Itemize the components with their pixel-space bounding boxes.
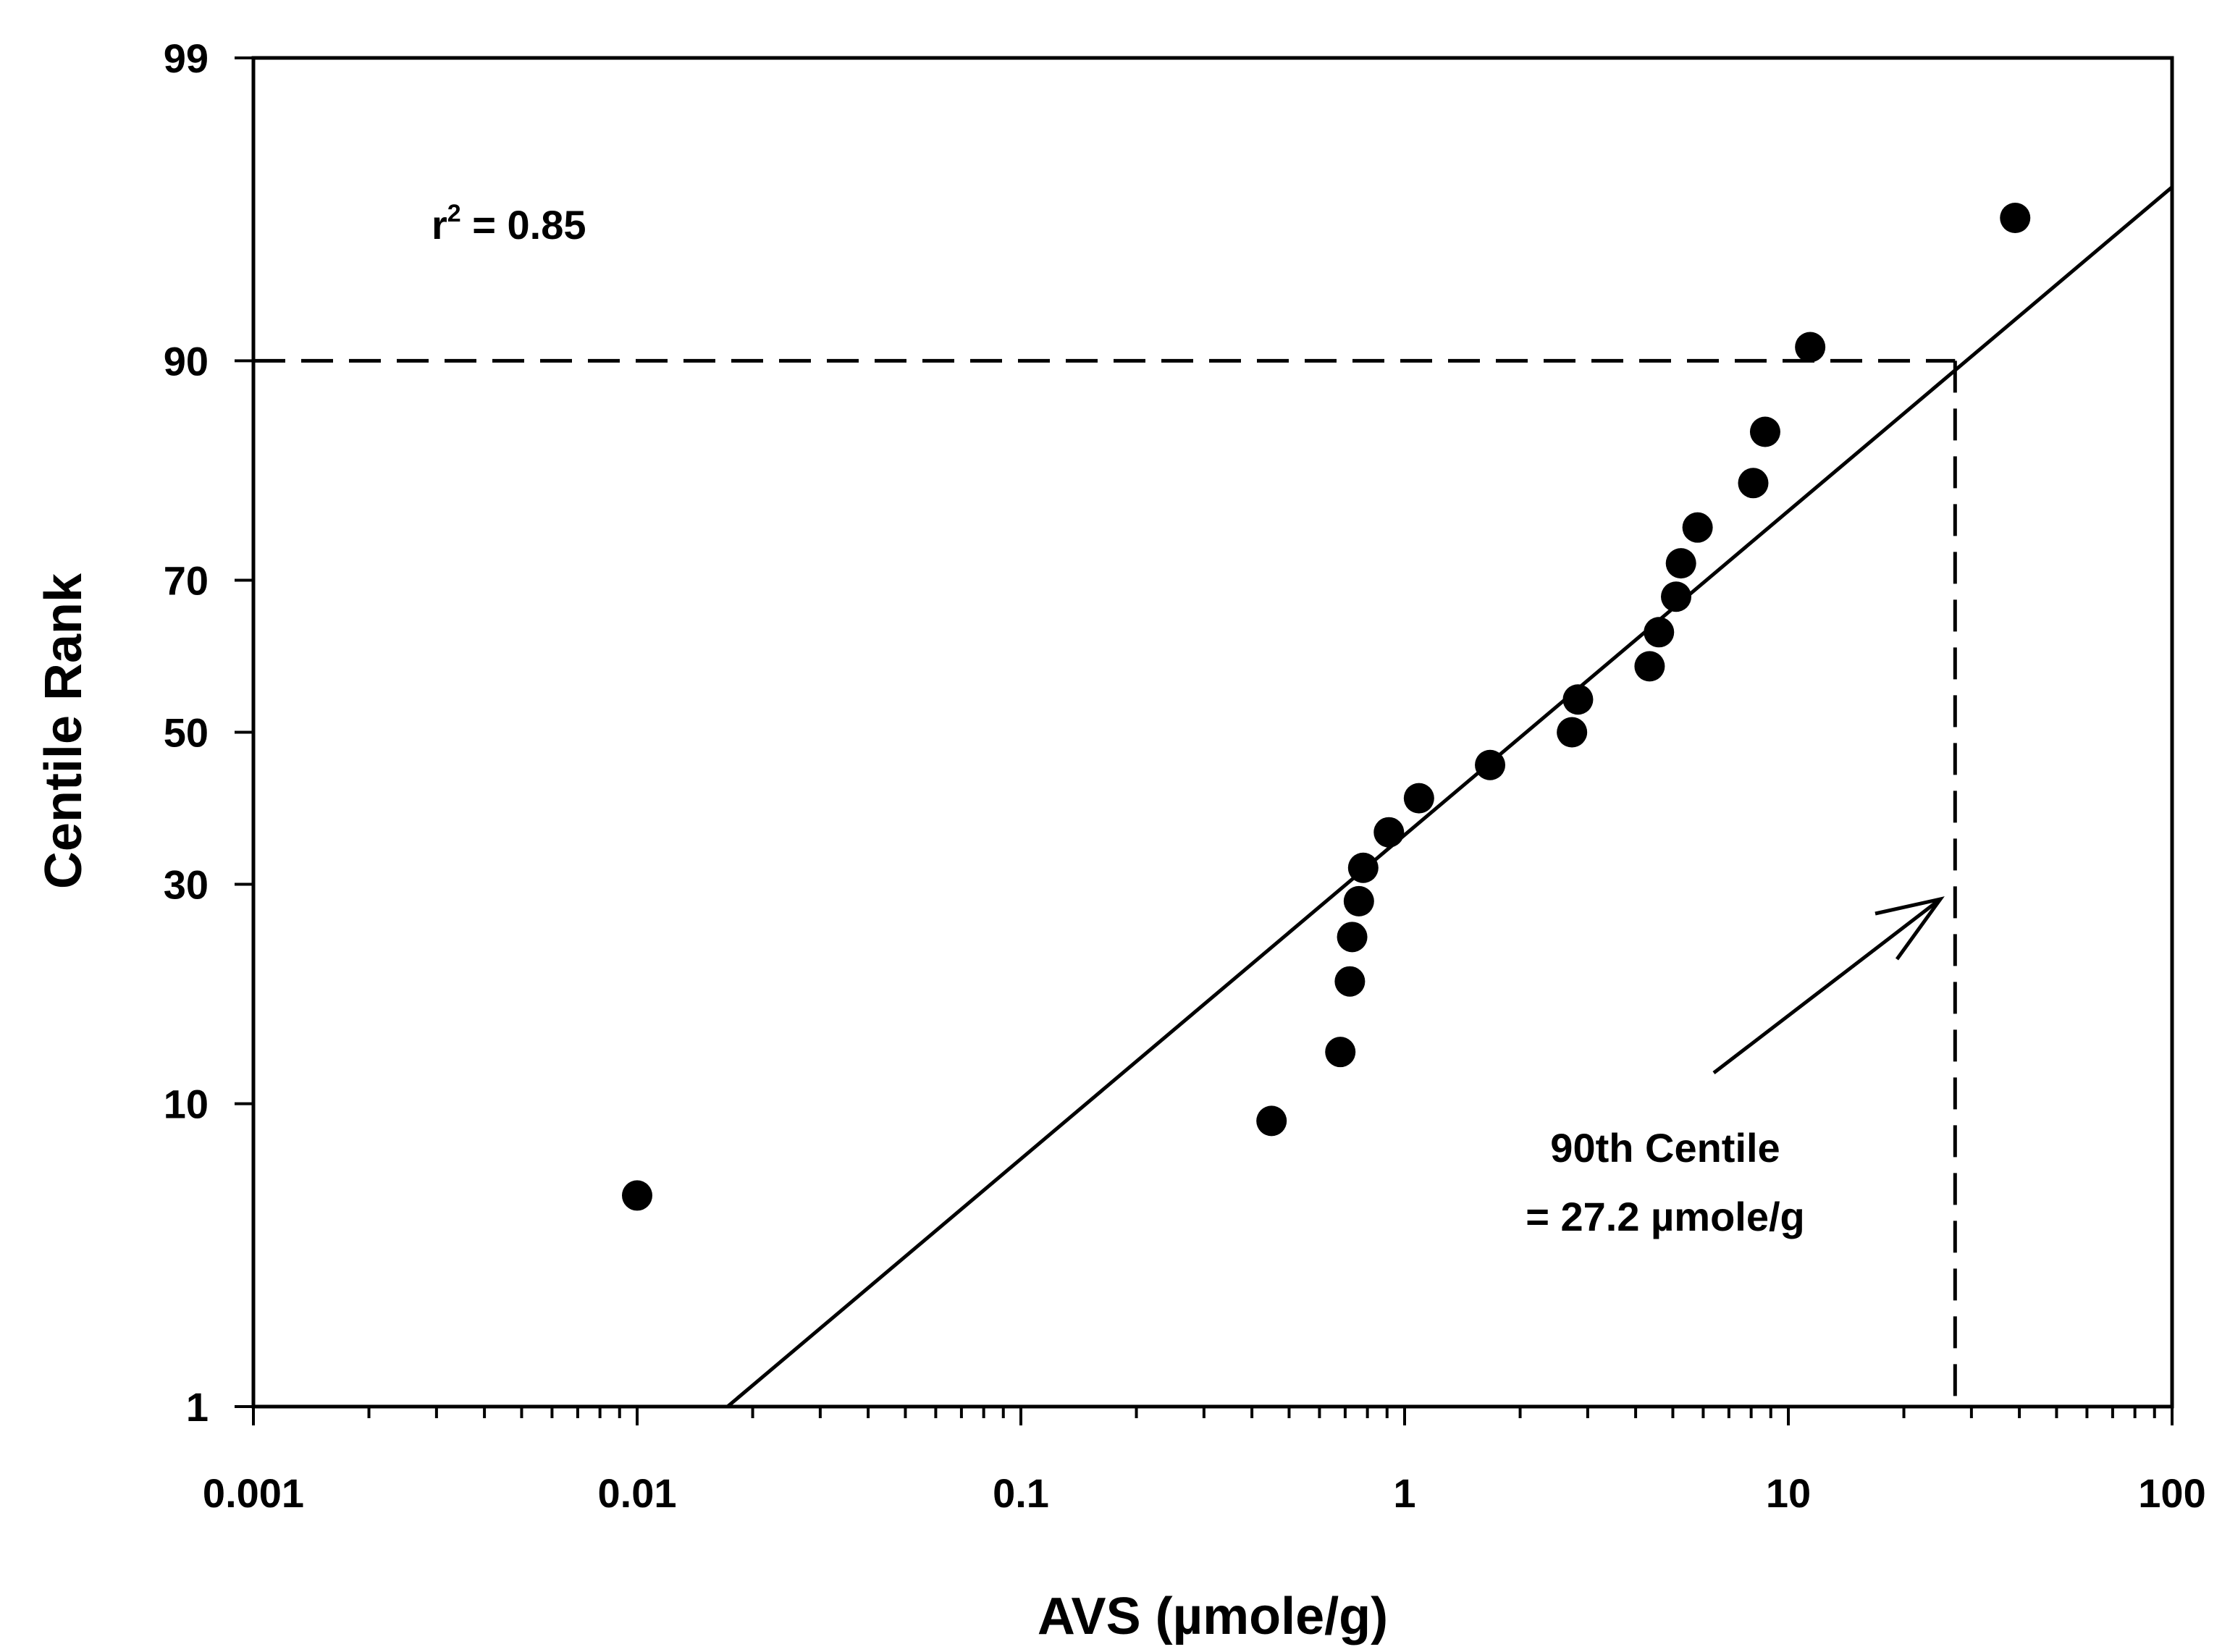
data-point	[1738, 468, 1769, 499]
plot-frame	[251, 56, 2174, 1409]
x-axis-ticks	[252, 1407, 2174, 1425]
data-point	[1347, 852, 1379, 883]
y-tick-label: 1	[186, 1384, 209, 1430]
regression-line	[726, 185, 2174, 1408]
x-tick-label: 0.01	[598, 1470, 677, 1516]
data-point	[1795, 332, 1826, 363]
data-point	[1634, 651, 1665, 682]
data-point	[1562, 684, 1594, 715]
data-point	[1749, 416, 1780, 447]
data-point	[622, 1180, 652, 1211]
data-point	[1256, 1105, 1287, 1137]
data-point	[1644, 617, 1675, 648]
data-point	[1665, 548, 1696, 579]
centile-annotation-line1: 90th Centile	[1550, 1125, 1780, 1171]
y-tick-label: 30	[164, 861, 209, 907]
data-point	[1325, 1037, 1356, 1068]
y-tick-label: 10	[164, 1082, 209, 1127]
data-point	[1373, 817, 1405, 848]
centile-annotation-line2: = 27.2 µmole/g	[1526, 1194, 1805, 1239]
data-point	[1682, 512, 1713, 543]
annotation-arrow	[1712, 896, 1945, 1074]
y-axis-tick-labels: 1 10 30 50 70 90 99	[164, 35, 209, 1430]
y-tick-label: 70	[164, 558, 209, 604]
data-point	[1661, 581, 1692, 612]
x-tick-label: 0.001	[203, 1470, 304, 1516]
data-point	[1334, 966, 1366, 997]
y-axis-label: Centile Rank	[35, 573, 93, 889]
data-point	[1475, 749, 1506, 780]
data-point	[1343, 885, 1374, 916]
y-tick-label: 99	[164, 35, 209, 81]
x-tick-label: 1	[1393, 1470, 1415, 1516]
y-tick-label: 50	[164, 710, 209, 756]
r-squared-annotation: r2 = 0.85	[432, 200, 586, 248]
x-tick-label: 10	[1766, 1470, 1811, 1516]
x-axis-label: AVS (µmole/g)	[1038, 1588, 1388, 1645]
y-axis-ticks	[235, 56, 253, 1408]
data-point	[1403, 783, 1434, 814]
data-point	[2000, 203, 2031, 234]
data-points	[622, 203, 2031, 1211]
y-tick-label: 90	[164, 338, 209, 384]
x-tick-label: 100	[2138, 1470, 2205, 1516]
data-point	[1557, 717, 1588, 748]
x-axis-tick-labels: 0.001 0.01 0.1 1 10 100	[203, 1470, 2206, 1516]
data-point	[1337, 922, 1368, 953]
x-tick-label: 0.1	[993, 1470, 1049, 1516]
